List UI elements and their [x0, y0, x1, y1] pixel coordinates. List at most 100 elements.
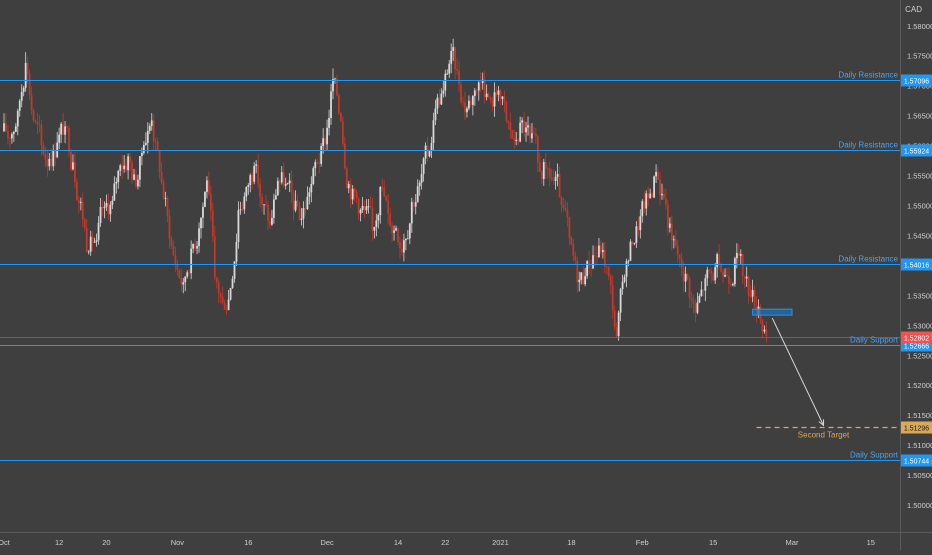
time-tick-label: Dec: [320, 538, 334, 547]
candle-body: [432, 120, 435, 144]
candle-body: [247, 184, 250, 187]
candle-body: [745, 276, 748, 279]
candle-body: [617, 312, 620, 337]
candle-body: [550, 177, 553, 180]
candle-body: [330, 91, 332, 118]
candle-body: [631, 241, 634, 244]
candle-body: [243, 196, 246, 210]
candle-body: [271, 217, 273, 225]
target-label: Second Target: [798, 431, 850, 440]
levels: Daily Resistance 1.57096 Daily Resistance 1…: [0, 71, 932, 467]
candle-body: [322, 138, 325, 147]
candle-body: [70, 151, 72, 170]
candle-body: [533, 133, 535, 135]
candle-body: [375, 220, 378, 227]
level-price-text: 1.57096: [904, 79, 929, 86]
candle-body: [596, 256, 598, 258]
candle-body: [428, 150, 431, 157]
candle-body: [536, 136, 539, 163]
candle-body: [345, 168, 348, 189]
candle-body: [462, 101, 464, 103]
candle-body: [690, 297, 693, 301]
candle-body: [564, 207, 567, 210]
candle-body: [235, 241, 238, 262]
candle-body: [554, 176, 557, 181]
price-tick-label: 1.58000: [907, 22, 932, 31]
candle-body: [302, 208, 305, 219]
candle-body: [665, 198, 667, 205]
candle-body: [286, 183, 289, 184]
candle-body: [188, 272, 191, 274]
target-price-text: 1.51296: [904, 426, 929, 433]
candle-body: [97, 222, 100, 241]
price-tick-label: 1.55500: [907, 172, 932, 181]
candle-body: [647, 193, 650, 199]
projection-arrow-line: [771, 317, 824, 426]
candle-body: [436, 97, 439, 109]
candle-body: [206, 180, 208, 192]
candle-body: [403, 240, 405, 253]
price-axis: 1.580001.575001.570001.565001.560001.555…: [907, 22, 932, 510]
candle-body: [676, 245, 679, 255]
candle-body: [414, 202, 417, 207]
candle-body: [150, 120, 153, 126]
candle-body: [60, 123, 63, 135]
time-tick-label: 22: [441, 538, 449, 547]
candle-body: [521, 120, 524, 123]
candle-body: [639, 216, 642, 231]
candle-body: [657, 171, 659, 180]
candles: [3, 38, 768, 343]
candle-body: [621, 281, 624, 290]
candle-body: [487, 93, 490, 98]
candle-body: [692, 300, 695, 304]
candle-body: [280, 172, 283, 183]
candle-body: [728, 276, 730, 285]
candle-body: [590, 267, 592, 269]
candle-body: [410, 201, 413, 224]
candle-body: [332, 79, 334, 92]
candle-body: [123, 165, 126, 170]
candle-body: [72, 162, 74, 170]
candle-body: [196, 246, 198, 249]
candle-body: [223, 302, 226, 310]
candle-body: [170, 238, 173, 247]
level-label: Daily Resistance: [838, 71, 898, 80]
candle-body: [511, 130, 514, 139]
candle-body: [605, 266, 608, 268]
candle-body: [241, 209, 244, 211]
candle-body: [391, 226, 393, 233]
candle-body: [40, 125, 43, 145]
candle-body: [696, 302, 699, 313]
candle-body: [336, 78, 338, 96]
candle-body: [663, 193, 665, 199]
candle-body: [253, 165, 256, 182]
candle-body: [397, 228, 399, 243]
candle-body: [328, 117, 330, 128]
candle-body: [732, 284, 734, 286]
candle-body: [158, 150, 161, 172]
level-price-text: 1.55924: [904, 149, 929, 156]
candle-body: [761, 319, 764, 332]
candle-body: [538, 162, 541, 172]
candle-body: [684, 273, 687, 282]
candle-body: [48, 158, 51, 167]
candle-body: [615, 327, 618, 337]
candle-body: [278, 180, 281, 183]
candle-body: [225, 309, 228, 311]
candle-body: [698, 296, 701, 303]
candle-body: [107, 203, 110, 215]
candle-body: [231, 278, 234, 289]
candle-body: [666, 204, 669, 228]
candle-body: [393, 230, 395, 233]
candle-body: [361, 205, 364, 210]
candle-body: [607, 266, 610, 277]
price-tick-label: 1.51000: [907, 441, 932, 450]
candle-body: [594, 255, 596, 257]
candle-body: [552, 179, 555, 181]
candle-body: [245, 186, 248, 197]
candle-body: [430, 143, 433, 151]
candle-body: [180, 278, 183, 285]
candle-body: [452, 47, 455, 51]
candle-body: [3, 123, 5, 132]
candle-body: [763, 329, 766, 332]
